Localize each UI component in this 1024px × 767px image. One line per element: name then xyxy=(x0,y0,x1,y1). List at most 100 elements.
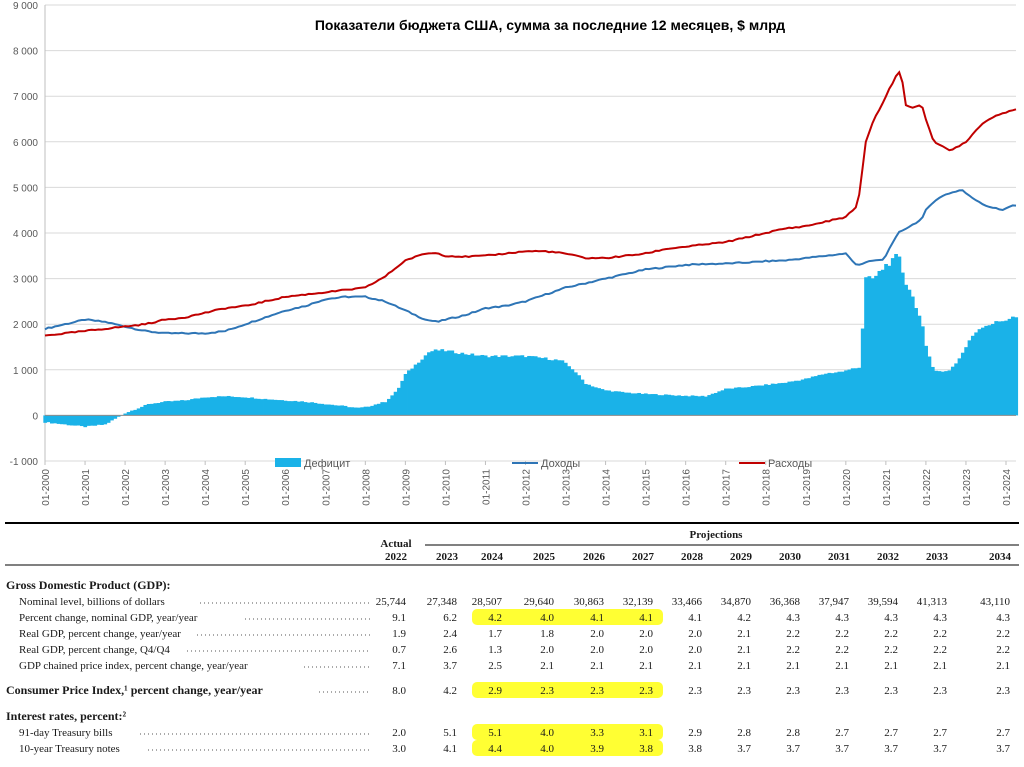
deficit-bar xyxy=(847,370,851,416)
table-cell: 41,313 xyxy=(917,596,948,608)
x-tick-label: 01-2015 xyxy=(642,469,653,506)
table-cell: 4.1 xyxy=(639,612,653,624)
deficit-bar xyxy=(821,375,825,416)
table-cell: 2.0 xyxy=(590,644,604,656)
deficit-bar xyxy=(224,396,228,415)
deficit-bar xyxy=(274,400,278,416)
deficit-bar xyxy=(731,389,735,416)
deficit-bar xyxy=(634,393,638,415)
header-year: 2022 xyxy=(385,551,408,563)
deficit-bar xyxy=(140,407,144,416)
deficit-bar xyxy=(163,401,167,415)
chart-title: Показатели бюджета США, сумма за последн… xyxy=(315,17,785,33)
deficit-bar xyxy=(467,355,471,415)
table-cell: 3.3 xyxy=(590,727,604,739)
deficit-bar xyxy=(884,264,888,415)
deficit-bar xyxy=(561,360,565,415)
deficit-bar xyxy=(187,400,191,415)
deficit-bar xyxy=(657,395,661,415)
deficit-bar xyxy=(110,415,114,420)
table-cell: 4.1 xyxy=(688,612,702,624)
table-cell: 1.9 xyxy=(392,628,406,640)
deficit-bar xyxy=(407,370,411,415)
y-tick-label: 5 000 xyxy=(13,183,38,194)
table-cell: 1.3 xyxy=(488,644,502,656)
deficit-bar xyxy=(130,411,134,416)
table-cell: 3.8 xyxy=(639,743,653,755)
deficit-bar xyxy=(787,382,791,416)
table-cell: 2.3 xyxy=(688,685,702,697)
row-label: GDP chained price index, percent change,… xyxy=(19,660,248,672)
x-tick-label: 01-2021 xyxy=(882,469,893,506)
deficit-bar xyxy=(133,410,137,416)
table-cell: 2.3 xyxy=(737,685,751,697)
deficit-bar xyxy=(337,406,341,416)
x-tick-label: 01-2012 xyxy=(521,469,532,506)
deficit-bar xyxy=(754,386,758,416)
deficit-bar xyxy=(1014,317,1018,415)
table-cell: 2.9 xyxy=(688,727,702,739)
deficit-bar xyxy=(624,393,628,416)
deficit-bar xyxy=(961,353,965,416)
deficit-bar xyxy=(50,415,54,423)
deficit-bar xyxy=(901,273,905,416)
table-cell: 2.3 xyxy=(933,685,947,697)
deficit-bar xyxy=(921,326,925,415)
x-tick-label: 01-2007 xyxy=(321,469,332,506)
table-cell: 6.2 xyxy=(443,612,457,624)
deficit-bar xyxy=(183,400,187,415)
deficit-bar xyxy=(684,396,688,416)
deficit-bar xyxy=(244,398,248,416)
deficit-bar xyxy=(781,383,785,415)
deficit-bar xyxy=(757,385,761,415)
deficit-bar xyxy=(597,388,601,415)
table-cell: 2.0 xyxy=(639,644,653,656)
table-cell: 2.2 xyxy=(884,644,898,656)
deficit-bar xyxy=(417,363,421,416)
deficit-bar xyxy=(454,353,458,415)
table-cell: 2.3 xyxy=(639,685,653,697)
deficit-bar xyxy=(310,402,314,415)
table-cell: 2.2 xyxy=(835,628,849,640)
table-cell: 4.3 xyxy=(996,612,1010,624)
deficit-bar xyxy=(804,378,808,415)
deficit-bar xyxy=(954,363,958,415)
deficit-bar xyxy=(537,357,541,415)
table-cell: 2.3 xyxy=(884,685,898,697)
deficit-bar xyxy=(404,374,408,415)
table-cell: 2.1 xyxy=(688,660,702,672)
deficit-bar xyxy=(837,372,841,416)
table-row: GDP chained price index, percent change,… xyxy=(19,660,1010,672)
deficit-bar xyxy=(611,392,615,416)
table-cell: 2.1 xyxy=(737,644,751,656)
x-tick-label: 01-2019 xyxy=(802,469,813,506)
header-year: 2023 xyxy=(436,551,459,563)
deficit-bar xyxy=(100,415,104,425)
deficit-bar xyxy=(334,405,338,415)
header-year: 2031 xyxy=(828,551,850,563)
table-cell: 3.7 xyxy=(884,743,898,755)
deficit-bar xyxy=(200,398,204,416)
table-cell: 2.7 xyxy=(933,727,947,739)
x-tick-label: 01-2020 xyxy=(842,469,853,506)
x-tick-label: 01-2010 xyxy=(441,469,452,506)
legend-label: Расходы xyxy=(768,458,812,470)
table-cell: 2.4 xyxy=(443,628,457,640)
deficit-bar xyxy=(764,384,768,415)
deficit-bar xyxy=(831,373,835,415)
deficit-bar xyxy=(607,391,611,416)
deficit-bar xyxy=(257,399,261,416)
deficit-bar xyxy=(931,367,935,415)
deficit-bar xyxy=(414,365,418,416)
deficit-bar xyxy=(888,266,892,416)
deficit-bar xyxy=(290,401,294,415)
y-tick-label: 9 000 xyxy=(13,1,38,12)
deficit-bar xyxy=(791,381,795,415)
table-cell: 2.1 xyxy=(540,660,554,672)
deficit-bar xyxy=(1011,317,1015,416)
deficit-bar xyxy=(364,407,368,416)
x-tick-label: 01-2008 xyxy=(361,469,372,506)
